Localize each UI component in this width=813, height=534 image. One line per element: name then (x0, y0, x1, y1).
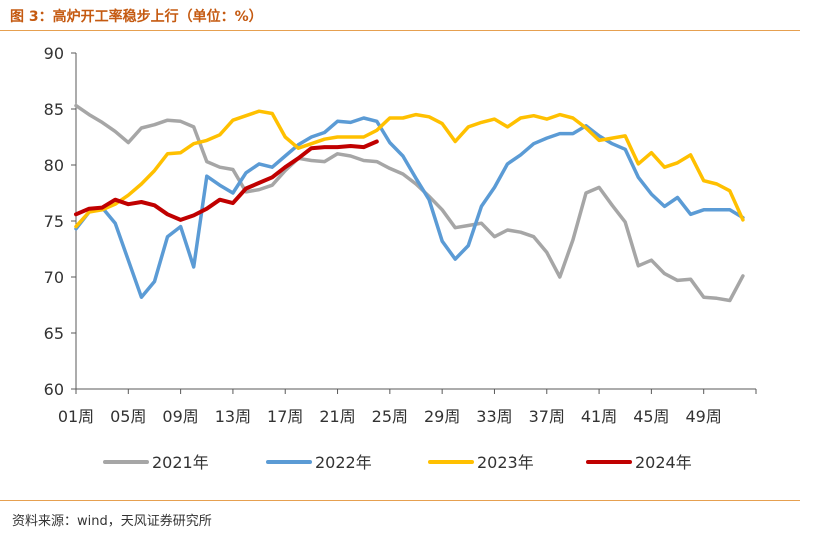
legend-label: 2023年 (477, 453, 534, 472)
x-tick-label: 37周 (529, 407, 565, 426)
bottom-rule (0, 500, 800, 501)
top-rule (0, 30, 800, 31)
legend-label: 2024年 (635, 453, 692, 472)
legend-label: 2022年 (315, 453, 372, 472)
y-tick-label: 75 (44, 212, 64, 231)
chart-title: 图 3：高炉开工率稳步上行（单位：%） (10, 9, 263, 25)
y-tick-label: 90 (44, 44, 64, 63)
y-tick-label: 85 (44, 100, 64, 119)
x-tick-label: 49周 (686, 407, 722, 426)
series-line-2021年 (74, 103, 745, 303)
series-line-2023年 (74, 109, 745, 229)
y-tick-label: 60 (44, 380, 64, 399)
x-tick-label: 05周 (110, 407, 146, 426)
x-tick-label: 01周 (58, 407, 94, 426)
x-tick-label: 21周 (319, 407, 355, 426)
y-tick-label: 70 (44, 268, 64, 287)
chart-axes: 60 65 70 75 80 85 90 01周 05周 09周 13周 17周 21周 25周 29周 33… (44, 44, 757, 426)
x-tick-label: 33周 (476, 407, 512, 426)
series-line-2022年 (74, 116, 745, 299)
legend-label: 2021年 (152, 453, 209, 472)
x-tick-label: 13周 (215, 407, 251, 426)
y-tick-label: 65 (44, 324, 64, 343)
chart-legend: 2021年 2022年 2023年 2024年 (103, 453, 692, 472)
y-tick-label: 80 (44, 156, 64, 175)
x-tick-label: 09周 (162, 407, 198, 426)
x-tick-label: 17周 (267, 407, 303, 426)
x-tick-label: 41周 (581, 407, 617, 426)
x-tick-label: 45周 (633, 407, 669, 426)
x-tick-label: 25周 (372, 407, 408, 426)
chart-series (74, 103, 745, 303)
series-line-2024年 (74, 139, 379, 222)
x-tick-label: 29周 (424, 407, 460, 426)
source-note: 资料来源：wind，天风证券研究所 (12, 514, 212, 529)
